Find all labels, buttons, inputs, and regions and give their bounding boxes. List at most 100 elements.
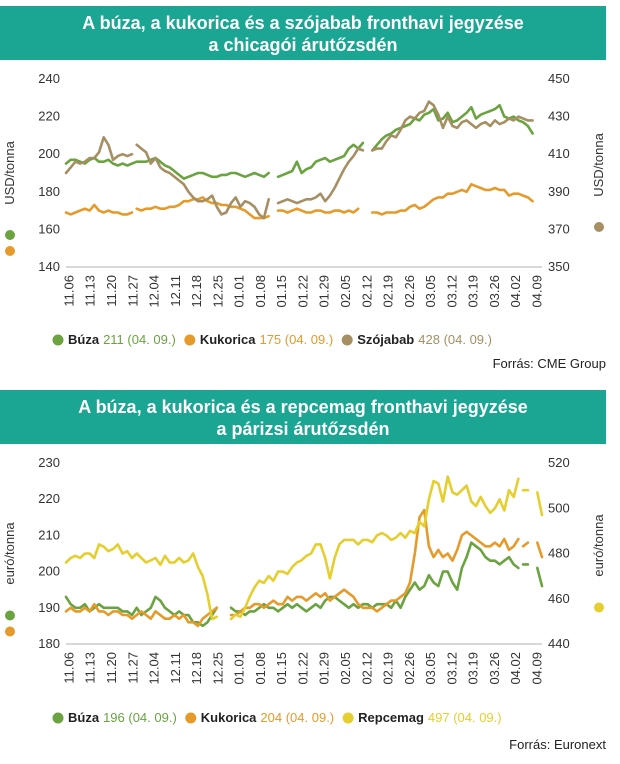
x-tick-label: 04.02 bbox=[508, 275, 523, 308]
series-line-búza bbox=[535, 566, 544, 588]
series-line-kukorica bbox=[64, 602, 219, 628]
legend-value: 428 (04. 09.) bbox=[418, 332, 492, 347]
x-tick-label: 11.27 bbox=[125, 275, 140, 307]
y-left-series-dot bbox=[5, 610, 15, 621]
series-line-búza bbox=[64, 156, 271, 180]
y-right-tick-label: 430 bbox=[548, 109, 570, 124]
series-line-kukorica bbox=[64, 203, 134, 216]
x-tick-label: 03.19 bbox=[466, 275, 481, 308]
x-tick-label: 01.08 bbox=[253, 275, 268, 308]
x-tick-label: 02.19 bbox=[381, 275, 396, 308]
x-tick-label: 02.05 bbox=[338, 275, 353, 308]
y-left-tick-label: 140 bbox=[38, 259, 60, 274]
chart1-title: A búza, a kukorica és a szójabab frontha… bbox=[0, 6, 606, 60]
series-line-repcemag bbox=[535, 491, 544, 517]
series-line-repcemag bbox=[64, 543, 219, 621]
legend-name: Kukorica bbox=[200, 332, 256, 347]
x-tick-label: 11.06 bbox=[61, 275, 76, 307]
y-right-tick-label: 450 bbox=[548, 71, 570, 86]
x-tick-label: 12.18 bbox=[189, 652, 204, 685]
x-tick-label: 03.05 bbox=[423, 275, 438, 308]
legend-name: Repcemag bbox=[358, 710, 424, 725]
series-line-kukorica bbox=[135, 196, 271, 220]
x-tick-label: 02.26 bbox=[402, 652, 417, 685]
x-tick-label: 01.01 bbox=[232, 275, 247, 308]
y-right-series-dot bbox=[594, 602, 604, 613]
legend-marker bbox=[52, 712, 64, 724]
legend-marker bbox=[185, 712, 197, 724]
series-line-kukorica bbox=[521, 541, 530, 548]
x-tick-label: 11.13 bbox=[83, 652, 98, 684]
x-tick-label: 02.12 bbox=[359, 275, 374, 308]
x-tick-label: 12.04 bbox=[147, 652, 162, 685]
series-line-kukorica bbox=[370, 183, 534, 216]
legend-name: Kukorica bbox=[201, 710, 257, 725]
x-tick-label: 02.12 bbox=[359, 652, 374, 685]
y-right-axis-title: euró/tonna bbox=[591, 514, 606, 577]
y-left-series-dot bbox=[5, 230, 15, 240]
y-left-tick-label: 230 bbox=[38, 455, 60, 470]
y-left-tick-label: 200 bbox=[38, 564, 60, 579]
x-tick-label: 11.20 bbox=[104, 275, 119, 307]
x-tick-label: 03.05 bbox=[423, 652, 438, 685]
chart2-title-line1: A búza, a kukorica és a repcemag frontha… bbox=[78, 397, 528, 417]
legend-value: 204 (04. 09.) bbox=[260, 710, 334, 725]
chart1-title-line2: a chicagói árutőzsdén bbox=[208, 35, 398, 55]
legend-value: 175 (04. 09.) bbox=[259, 332, 333, 347]
series-line-szójabab bbox=[370, 100, 534, 152]
legend-marker bbox=[341, 334, 353, 346]
y-right-tick-label: 410 bbox=[548, 146, 570, 161]
y-left-tick-label: 190 bbox=[38, 600, 60, 615]
x-tick-label: 01.22 bbox=[295, 275, 310, 308]
x-tick-label: 02.19 bbox=[381, 652, 396, 685]
legend-marker bbox=[52, 334, 64, 346]
series-line-kukorica bbox=[535, 541, 544, 559]
chart2-title-line2: a párizsi árutőzsdén bbox=[216, 419, 390, 439]
x-tick-label: 01.15 bbox=[274, 275, 289, 308]
legend-marker bbox=[342, 712, 354, 724]
x-tick-label: 04.09 bbox=[529, 275, 544, 308]
x-tick-label: 01.08 bbox=[253, 652, 268, 685]
chart1-svg: 140 160 180 200 220 240 350 370 390 410 430 450 11.0… bbox=[2, 71, 606, 347]
y-left-tick-label: 210 bbox=[38, 527, 60, 542]
x-tick-label: 03.12 bbox=[444, 652, 459, 685]
series-line-búza bbox=[229, 541, 520, 617]
legend-marker bbox=[184, 334, 196, 346]
legend-value: 196 (04. 09.) bbox=[103, 710, 177, 725]
y-left-series-dot bbox=[5, 626, 15, 637]
x-tick-label: 01.29 bbox=[317, 652, 332, 685]
x-tick-label: 12.11 bbox=[168, 652, 183, 684]
series-line-kukorica bbox=[276, 207, 360, 214]
x-tick-label: 12.18 bbox=[189, 275, 204, 308]
y-right-axis-title: USD/tonna bbox=[591, 132, 606, 196]
chart2-source: Forrás: Euronext bbox=[509, 737, 606, 752]
y-left-tick-label: 200 bbox=[38, 146, 60, 161]
x-tick-label: 01.22 bbox=[295, 652, 310, 685]
y-left-tick-label: 240 bbox=[38, 71, 60, 86]
x-tick-label: 03.26 bbox=[487, 652, 502, 685]
y-right-tick-label: 390 bbox=[548, 184, 570, 199]
x-tick-label: 12.25 bbox=[210, 275, 225, 308]
x-tick-label: 04.09 bbox=[529, 652, 544, 685]
x-tick-label: 03.12 bbox=[444, 275, 459, 308]
y-left-series-dot bbox=[5, 246, 15, 256]
legend-name: Búza bbox=[68, 332, 100, 347]
series-line-szójabab bbox=[135, 143, 271, 220]
series-line-szójabab bbox=[64, 136, 134, 175]
legend-name: Szójabab bbox=[357, 332, 414, 347]
chart1-title-line1: A búza, a kukorica és a szójabab frontha… bbox=[82, 13, 524, 33]
series-line-szójabab bbox=[276, 147, 365, 205]
x-tick-label: 11.20 bbox=[104, 652, 119, 684]
y-left-tick-label: 180 bbox=[38, 184, 60, 199]
y-right-tick-label: 500 bbox=[548, 500, 570, 515]
series-line-búza bbox=[276, 141, 365, 179]
x-tick-label: 02.05 bbox=[338, 652, 353, 685]
chart2-title: A búza, a kukorica és a repcemag frontha… bbox=[0, 390, 606, 444]
y-left-axis-title: euró/tonna bbox=[2, 522, 17, 585]
x-tick-label: 03.26 bbox=[487, 275, 502, 308]
legend-value: 497 (04. 09.) bbox=[428, 710, 502, 725]
legend-value: 211 (04. 09.) bbox=[103, 332, 176, 347]
x-tick-label: 11.13 bbox=[83, 275, 98, 307]
x-tick-label: 12.04 bbox=[147, 275, 162, 308]
x-tick-label: 11.27 bbox=[125, 652, 140, 684]
